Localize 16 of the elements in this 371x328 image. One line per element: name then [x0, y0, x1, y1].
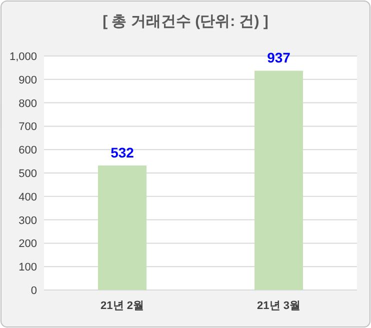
y-tick-label: 1,000: [9, 51, 37, 63]
y-tick-label: 300: [18, 214, 37, 227]
y-tick-label: 100: [18, 262, 37, 274]
y-tick-label: 900: [18, 74, 37, 86]
y-tick-label: 500: [18, 168, 37, 180]
x-tick-label: 21년 2월: [100, 300, 144, 312]
data-label: 937: [267, 50, 291, 66]
y-tick-label: 600: [18, 144, 37, 157]
x-tick-label: 21년 3월: [257, 300, 300, 312]
y-tick-label: 700: [18, 121, 37, 134]
y-tick-label: 0: [30, 285, 37, 297]
y-tick-label: 400: [18, 191, 37, 204]
y-tick-label: 800: [18, 98, 37, 110]
y-tick-label: 200: [18, 238, 37, 250]
data-label: 532: [110, 144, 134, 161]
chart-title: [ 총 거래건수 (단위: 건) ]: [102, 13, 268, 30]
